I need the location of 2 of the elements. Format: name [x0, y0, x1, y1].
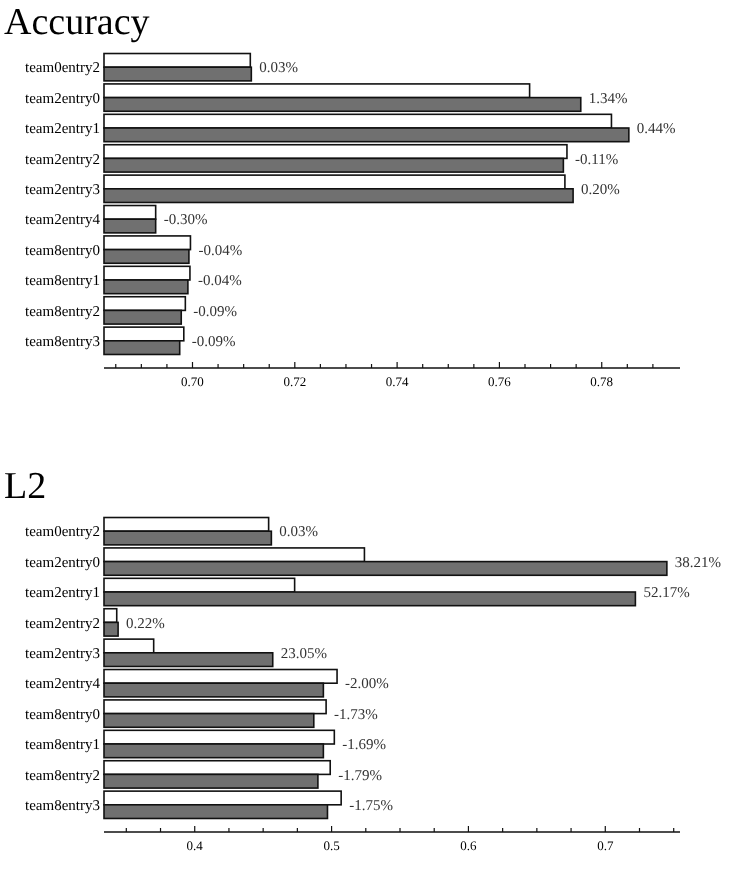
chart-title: Accuracy [4, 2, 151, 44]
chart-title: L2 [4, 466, 47, 508]
